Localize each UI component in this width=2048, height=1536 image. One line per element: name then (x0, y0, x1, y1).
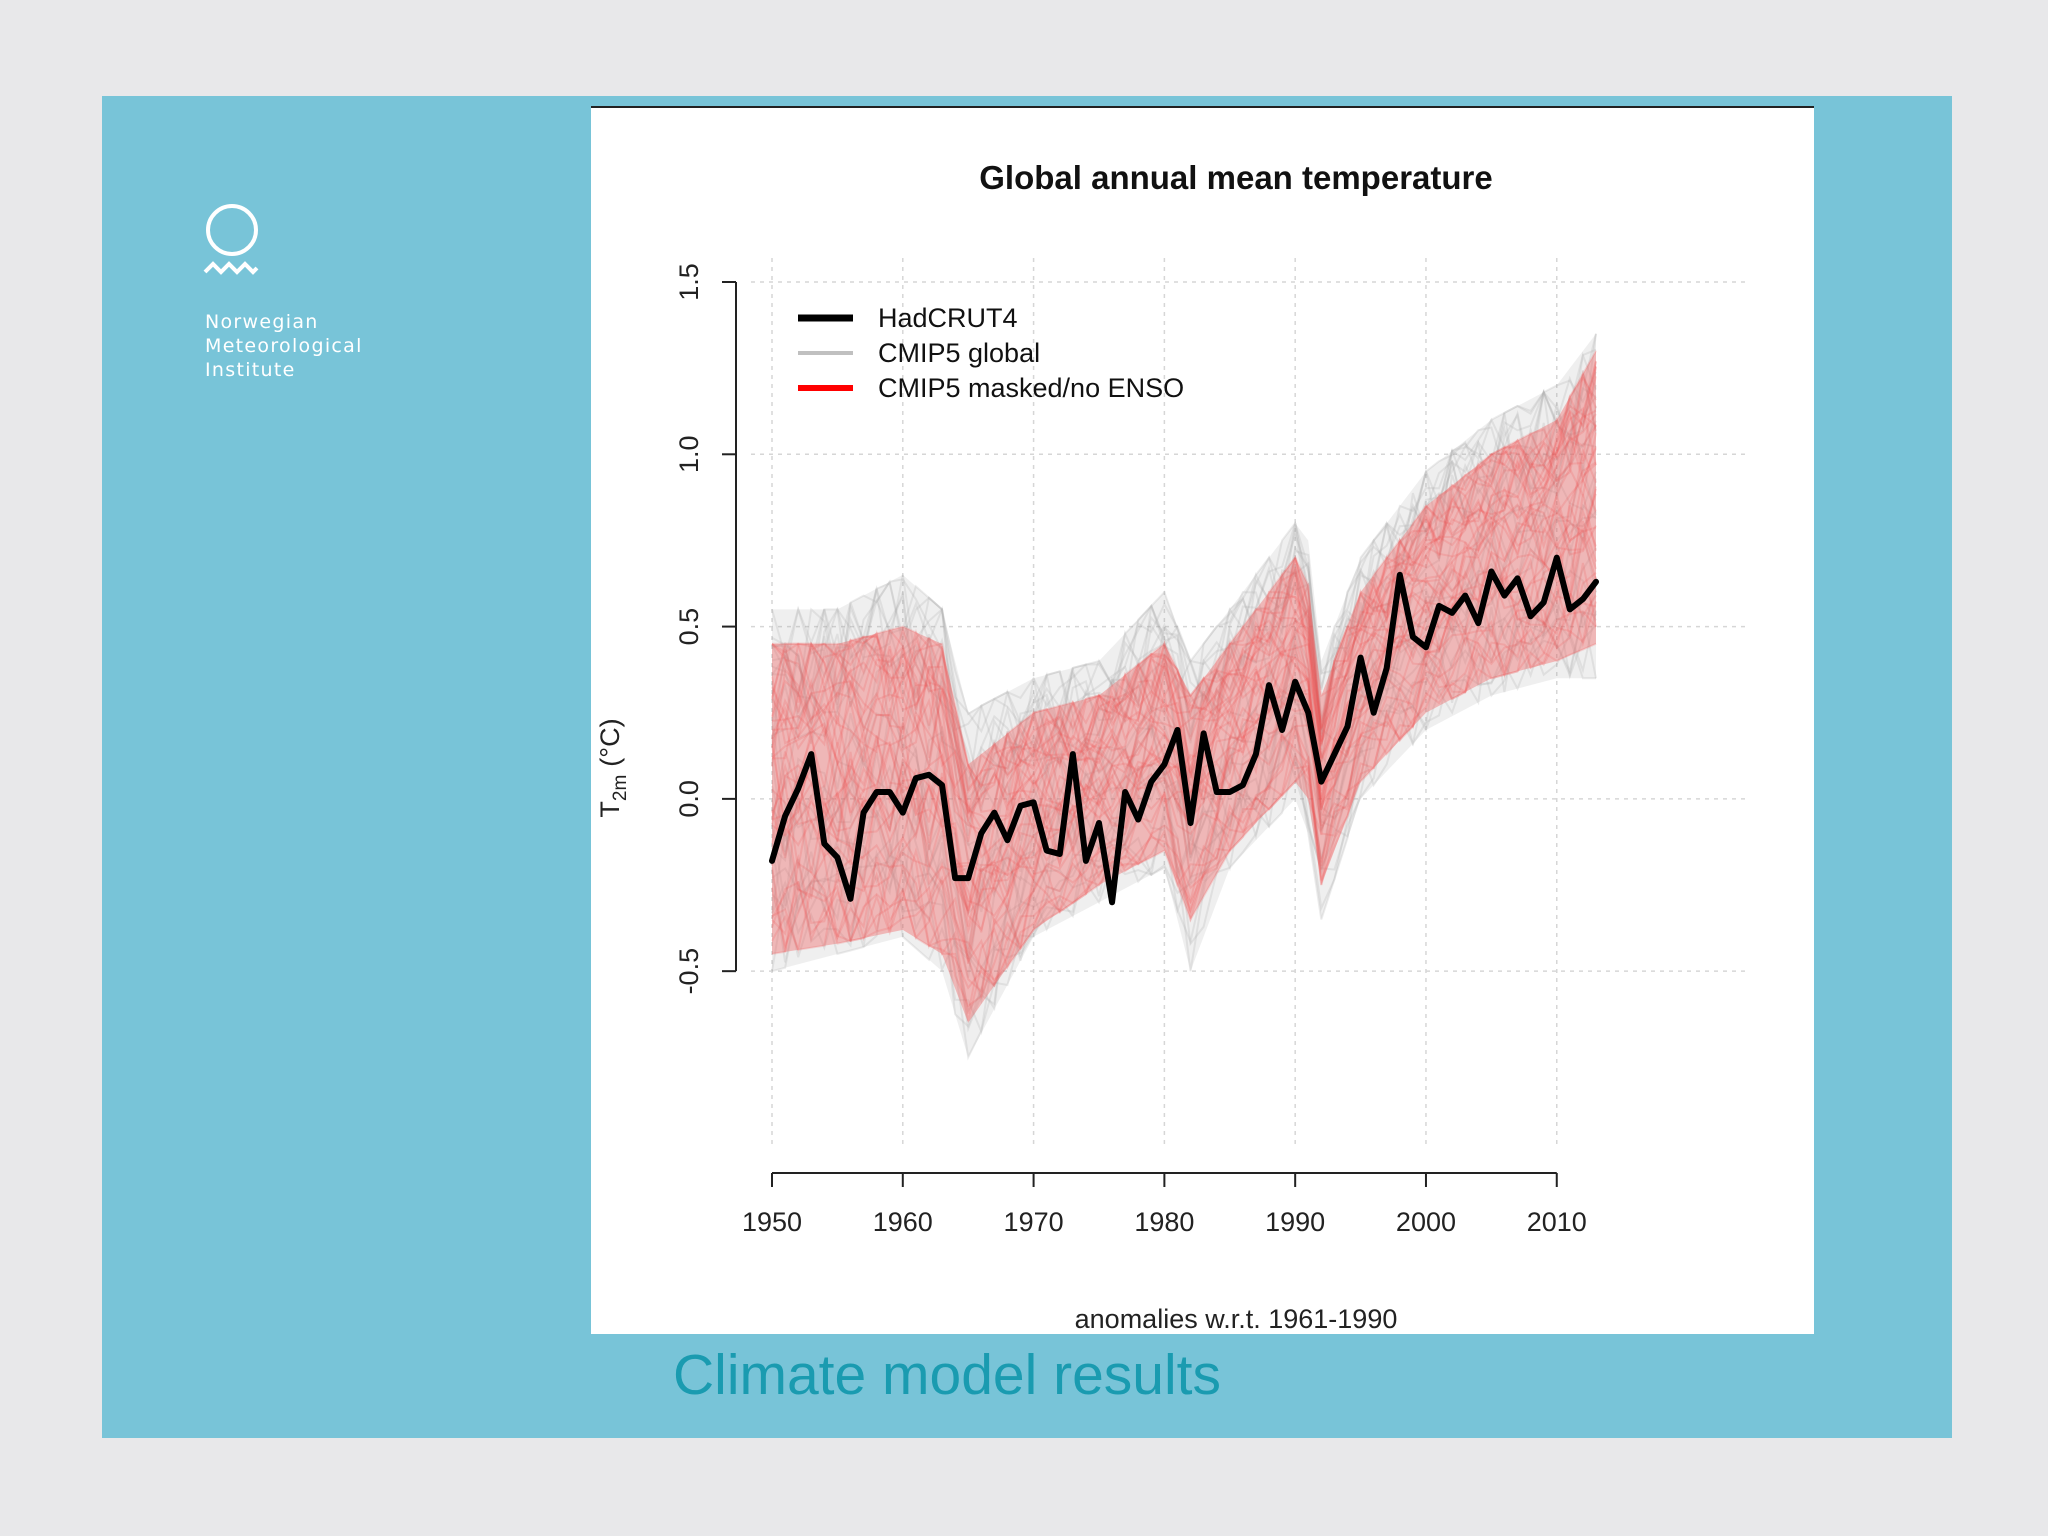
grid-lines (751, 258, 1746, 1148)
ensemble-member-line (771, 373, 1597, 795)
ensemble-member-line (771, 403, 1597, 812)
ensemble-bands (771, 333, 1597, 1061)
ensemble-member-line (771, 597, 1597, 1005)
legend-label: HadCRUT4 (878, 303, 1018, 333)
ensemble-member-line (771, 386, 1597, 792)
x-tick-label: 1960 (873, 1207, 933, 1237)
ensemble-member-line (771, 397, 1597, 792)
ensemble-member-line (772, 350, 1597, 787)
series-line-hadcrut4 (769, 554, 1599, 906)
x-tick-label: 2010 (1527, 1207, 1587, 1237)
x-axis-label: anomalies w.r.t. 1961-1990 (1075, 1304, 1398, 1334)
y-tick-label: 1.0 (674, 436, 704, 474)
ensemble-member-line (771, 478, 1597, 960)
data-series (769, 554, 1599, 906)
ensemble-member-line (771, 413, 1597, 814)
ensemble-member-line (771, 366, 1597, 842)
y-axis-label: T2m (°C) (595, 718, 631, 817)
y-tick-label: 0.0 (674, 780, 704, 818)
ensemble-member-line (771, 360, 1597, 816)
ensemble-member-line (771, 592, 1597, 1014)
organization-name: Norwegian Meteorological Institute (205, 311, 363, 381)
legend-label: CMIP5 masked/no ENSO (878, 373, 1184, 403)
ensemble-member-line (771, 376, 1597, 831)
ensemble-member-line (771, 404, 1597, 829)
ensemble-member-line (771, 621, 1596, 988)
chart-title: Global annual mean temperature (979, 159, 1492, 196)
ensemble-member-line (771, 562, 1597, 1001)
ensemble-member-line (771, 610, 1597, 1061)
ensemble-member-line (771, 503, 1597, 892)
ensemble-member-line (771, 375, 1597, 737)
ensemble-member-line (771, 366, 1597, 808)
ensemble-member-line (771, 488, 1597, 927)
ensemble-member-line (771, 370, 1597, 827)
ensemble-member-line (771, 528, 1597, 958)
ensemble-member-line (771, 576, 1597, 994)
ensemble-member-line (771, 333, 1597, 814)
y-label-sub: 2m (610, 775, 631, 801)
ensemble-member-line (771, 351, 1597, 784)
ensemble-member-line (771, 384, 1597, 836)
ensemble-member-line (771, 370, 1597, 818)
ensemble-member-line (771, 376, 1597, 789)
ensemble-member-line (771, 572, 1597, 982)
sun-wave-icon (203, 204, 259, 275)
ensemble-member-line (771, 547, 1597, 1014)
x-tick-label: 1990 (1265, 1207, 1325, 1237)
x-tick-label: 1980 (1134, 1207, 1194, 1237)
ensemble-member-line (771, 433, 1597, 831)
ensemble-member-line (771, 612, 1597, 1028)
ensemble-member-line (771, 348, 1597, 752)
y-tick-label: 0.5 (674, 608, 704, 646)
ensemble-member-line (771, 590, 1597, 1008)
legend-label: CMIP5 global (878, 338, 1040, 368)
ensemble-member-line (771, 593, 1597, 1033)
ensemble-member-line (771, 627, 1597, 1021)
x-tick-label: 2000 (1396, 1207, 1456, 1237)
y-label-unit: (°C) (595, 718, 625, 766)
y-label-main: T (595, 801, 625, 818)
y-tick-label: -0.5 (674, 948, 704, 995)
temperature-chart: 1950 1960 1970 1980 1990 2000 2010 -0.5 0.0 0.5 1.… (595, 159, 1746, 1334)
chart-panel: 1950 1960 1970 1980 1990 2000 2010 -0.5 0.0 0.5 1.… (591, 106, 1814, 1334)
x-tick-label: 1970 (1004, 1207, 1064, 1237)
y-tick-label: 1.5 (674, 263, 704, 301)
ensemble-member-line (771, 409, 1597, 840)
ensemble-member-line (771, 461, 1597, 916)
ensemble-member-line (771, 606, 1597, 986)
ensemble-member-line (771, 333, 1597, 798)
ensemble-member-line (771, 406, 1597, 859)
x-tick-label: 1950 (742, 1207, 802, 1237)
ensemble-member-line (771, 424, 1597, 866)
axes: 1950 1960 1970 1980 1990 2000 2010 -0.5 0.0 0.5 1.… (674, 263, 1587, 1237)
ensemble-band-fill (772, 333, 1596, 1058)
slide-background: Norwegian Meteorological Institute 1950 1… (102, 96, 1952, 1438)
ensemble-member-line (771, 361, 1597, 792)
ensemble-member-line (771, 606, 1597, 1036)
legend: HadCRUT4 CMIP5 global CMIP5 masked/no ENSO (798, 303, 1184, 403)
slide-caption: Climate model results (673, 1343, 1222, 1407)
ensemble-member-line (771, 471, 1597, 859)
ensemble-member-line (771, 371, 1597, 734)
ensemble-member-line (771, 569, 1597, 970)
ensemble-member-line (771, 425, 1597, 814)
ensemble-member-line (771, 602, 1597, 990)
